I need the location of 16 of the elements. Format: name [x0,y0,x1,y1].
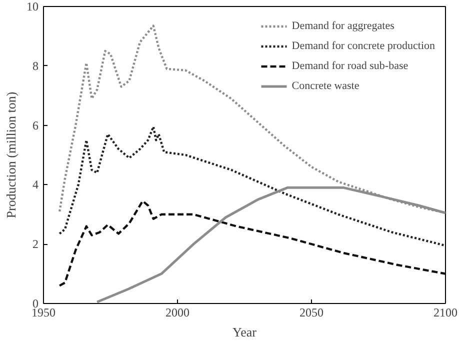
x-axis-title: Year [232,324,258,340]
y-tick-label: 6 [32,118,38,132]
line-series [58,200,446,287]
line-series [58,126,446,247]
x-tick-label: 2100 [434,306,458,320]
x-tick-label: 2050 [300,306,324,320]
legend-label: Demand for concrete production [292,39,435,53]
legend-label: Demand for road sub-base [292,59,408,73]
x-tick-label: 2000 [166,306,190,320]
y-tick-label: 2 [32,237,38,252]
y-tick-label: 10 [26,0,38,14]
y-axis-title: Production (million ton) [4,92,18,218]
legend-label: Concrete waste [292,79,360,93]
legend-label: Demand for aggregates [292,19,394,33]
y-tick-label: 8 [32,58,38,73]
y-tick-label: 4 [32,178,38,192]
